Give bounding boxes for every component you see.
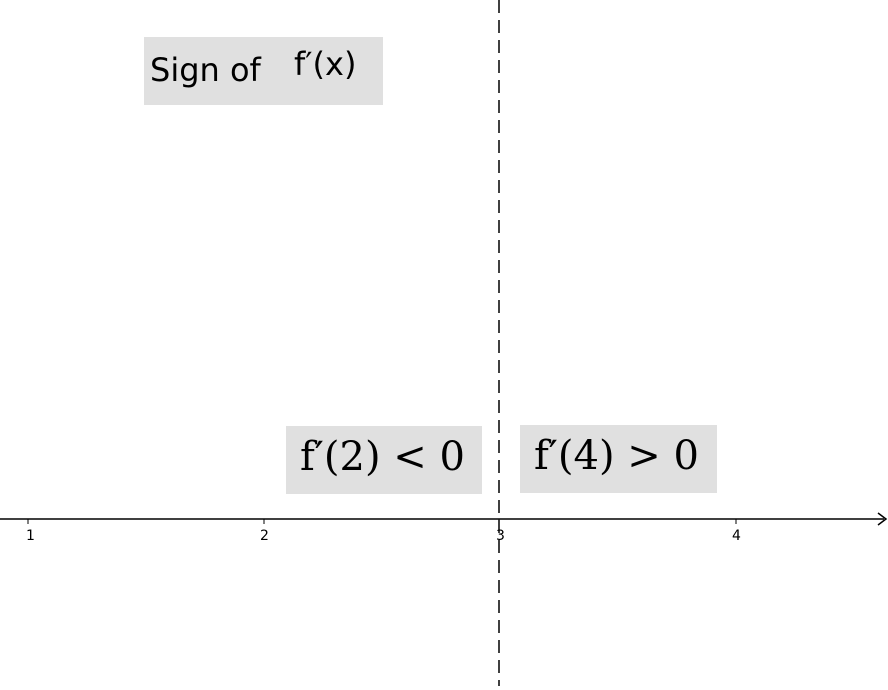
tick-label-3: 3 xyxy=(496,528,505,544)
title-box: Sign of f′(x) xyxy=(144,37,383,105)
right-interval-box: f′(4) > 0 xyxy=(520,425,717,493)
left-interval-box: f′(2) < 0 xyxy=(286,426,482,494)
tick-label-2: 2 xyxy=(260,528,269,544)
title-expression: f′(x) xyxy=(294,45,357,83)
tick-label-4: 4 xyxy=(732,528,741,544)
x-axis-arrowhead xyxy=(877,512,888,526)
title-label: Sign of xyxy=(150,51,261,89)
right-interval-expression: f′(4) > 0 xyxy=(534,433,699,479)
tick-label-1: 1 xyxy=(26,528,35,544)
left-interval-expression: f′(2) < 0 xyxy=(300,434,465,480)
